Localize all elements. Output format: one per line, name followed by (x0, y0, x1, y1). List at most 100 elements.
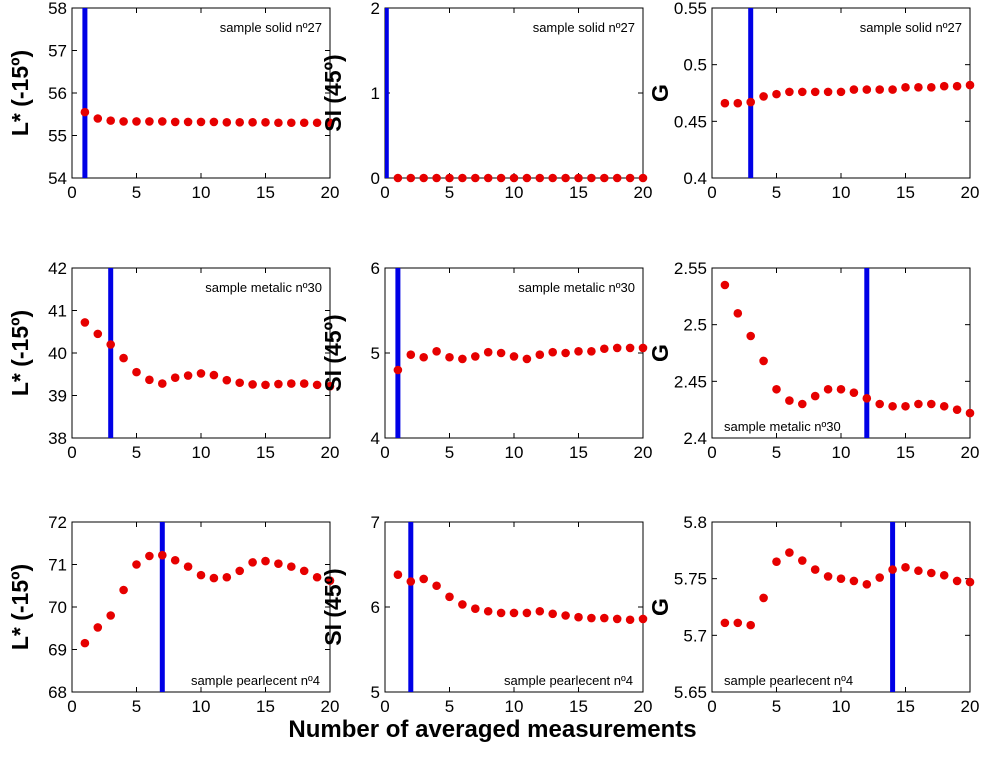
data-point (325, 118, 335, 128)
data-point (471, 352, 480, 361)
data-point (496, 173, 506, 183)
y-tick-label: 72 (48, 513, 67, 532)
y-axis-label: SI (45º) (320, 314, 346, 391)
data-point (548, 609, 557, 619)
data-point (170, 555, 180, 565)
data-point (587, 173, 596, 183)
x-tick-label: 10 (192, 183, 211, 202)
data-point (574, 173, 583, 183)
data-point (836, 384, 846, 394)
data-point (432, 347, 441, 356)
data-point (875, 399, 884, 409)
data-point (458, 600, 467, 609)
data-point (587, 613, 596, 623)
data-point (772, 384, 781, 394)
data-point (561, 611, 570, 620)
x-tick-label: 10 (192, 443, 211, 462)
x-tick-label: 20 (634, 183, 653, 202)
data-point (849, 85, 859, 94)
sample-annotation: sample pearlecent nº4 (724, 673, 853, 688)
data-point (561, 348, 570, 358)
y-tick-label: 0.55 (674, 0, 707, 18)
data-point (927, 568, 936, 578)
data-point (93, 623, 103, 632)
data-point (548, 347, 557, 357)
data-point (248, 118, 257, 127)
data-point (836, 87, 846, 97)
data-point (299, 566, 309, 576)
data-point (145, 117, 154, 126)
data-point (927, 83, 936, 92)
y-tick-label: 2.5 (683, 316, 707, 335)
data-point (393, 365, 403, 375)
y-tick-label: 6 (371, 259, 380, 278)
data-point (798, 399, 807, 409)
y-tick-label: 71 (48, 556, 67, 575)
data-point (574, 612, 583, 622)
data-point (914, 83, 923, 92)
data-point (759, 356, 768, 366)
data-point (183, 562, 193, 571)
data-point (733, 618, 743, 628)
x-tick-label: 0 (380, 697, 389, 716)
data-point (274, 559, 283, 568)
data-point (810, 391, 820, 401)
data-point (145, 375, 154, 385)
data-point (600, 344, 609, 354)
data-point (274, 379, 283, 389)
data-point (810, 565, 820, 574)
data-point (746, 97, 755, 107)
data-point (600, 613, 609, 623)
data-point (445, 173, 454, 183)
data-point (625, 615, 635, 625)
y-tick-label: 6 (371, 598, 380, 617)
data-point (720, 618, 730, 628)
data-point (496, 348, 506, 358)
data-point (261, 380, 270, 390)
data-point (209, 573, 219, 583)
x-tick-label: 20 (321, 697, 340, 716)
y-axis-label: SI (45º) (320, 568, 346, 645)
y-tick-label: 39 (48, 387, 67, 406)
data-point (209, 370, 219, 380)
y-tick-label: 68 (48, 683, 67, 702)
data-point (535, 606, 545, 616)
data-point (823, 572, 833, 581)
data-point (445, 592, 454, 602)
data-point (106, 340, 115, 349)
plot-frame (711, 521, 971, 693)
data-point (287, 118, 296, 128)
y-tick-label: 0 (371, 169, 380, 188)
x-tick-label: 20 (634, 443, 653, 462)
data-point (901, 83, 910, 92)
x-tick-label: 5 (772, 697, 781, 716)
data-point (119, 353, 128, 363)
x-tick-label: 15 (896, 183, 915, 202)
data-point (132, 117, 141, 126)
x-tick-label: 0 (707, 183, 716, 202)
data-point (312, 118, 322, 128)
data-point (600, 173, 609, 183)
x-tick-label: 0 (67, 443, 76, 462)
data-point (158, 117, 167, 126)
data-point (132, 367, 141, 377)
data-point (312, 380, 322, 390)
data-point (419, 352, 429, 362)
data-point (274, 118, 283, 128)
panel-2: 0 5 10 15 20 0 1 2 SI (45º) sample solid nº27 (320, 0, 652, 202)
data-point (406, 350, 416, 360)
sample-annotation: sample solid nº27 (860, 20, 962, 35)
y-tick-label: 69 (48, 641, 67, 660)
y-axis-label: L* (-15º) (7, 564, 33, 650)
x-tick-label: 10 (832, 697, 851, 716)
data-point (287, 379, 296, 388)
data-point (222, 118, 232, 127)
data-point (548, 173, 557, 183)
x-tick-label: 5 (445, 697, 454, 716)
data-point (612, 173, 622, 183)
y-tick-label: 0.5 (683, 56, 707, 75)
x-tick-label: 5 (772, 183, 781, 202)
y-tick-label: 0.45 (674, 112, 707, 131)
y-tick-label: 5.8 (683, 513, 707, 532)
sample-annotation: sample solid nº27 (533, 20, 635, 35)
